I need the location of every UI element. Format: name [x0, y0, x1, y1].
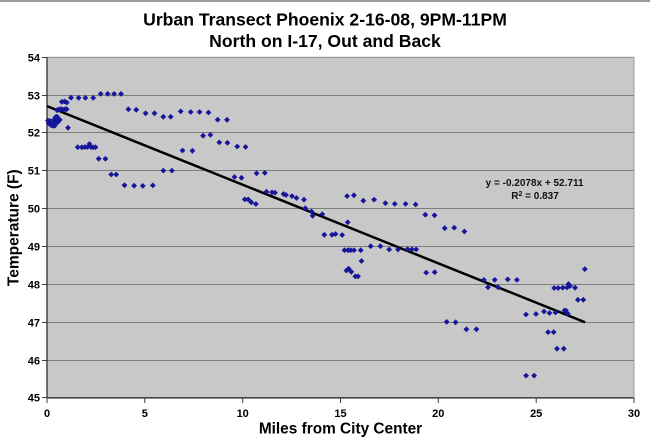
svg-text:Miles from City Center: Miles from City Center	[259, 421, 422, 438]
svg-text:48: 48	[28, 280, 40, 292]
svg-text:Urban Transect Phoenix 2-16-08: Urban Transect Phoenix 2-16-08, 9PM-11PM	[143, 10, 507, 30]
svg-text:5: 5	[142, 408, 148, 420]
svg-text:47: 47	[28, 318, 40, 330]
svg-text:25: 25	[530, 408, 542, 420]
svg-text:R2 = 0.837: R2 = 0.837	[511, 191, 559, 202]
svg-text:52: 52	[28, 128, 40, 140]
svg-text:49: 49	[28, 242, 40, 254]
svg-text:50: 50	[28, 204, 40, 216]
svg-text:51: 51	[28, 166, 40, 178]
svg-text:0: 0	[44, 408, 50, 420]
svg-text:North on I-17, Out and Back: North on I-17, Out and Back	[209, 31, 441, 51]
svg-text:53: 53	[28, 91, 40, 103]
svg-text:46: 46	[28, 356, 40, 368]
svg-text:54: 54	[28, 53, 41, 65]
svg-text:10: 10	[237, 408, 249, 420]
svg-text:Temperature (F): Temperature (F)	[6, 169, 23, 286]
svg-text:20: 20	[432, 408, 444, 420]
svg-text:45: 45	[28, 393, 40, 405]
svg-text:30: 30	[628, 408, 640, 420]
svg-text:15: 15	[334, 408, 346, 420]
svg-text:y = -0.2078x + 52.711: y = -0.2078x + 52.711	[486, 178, 584, 189]
